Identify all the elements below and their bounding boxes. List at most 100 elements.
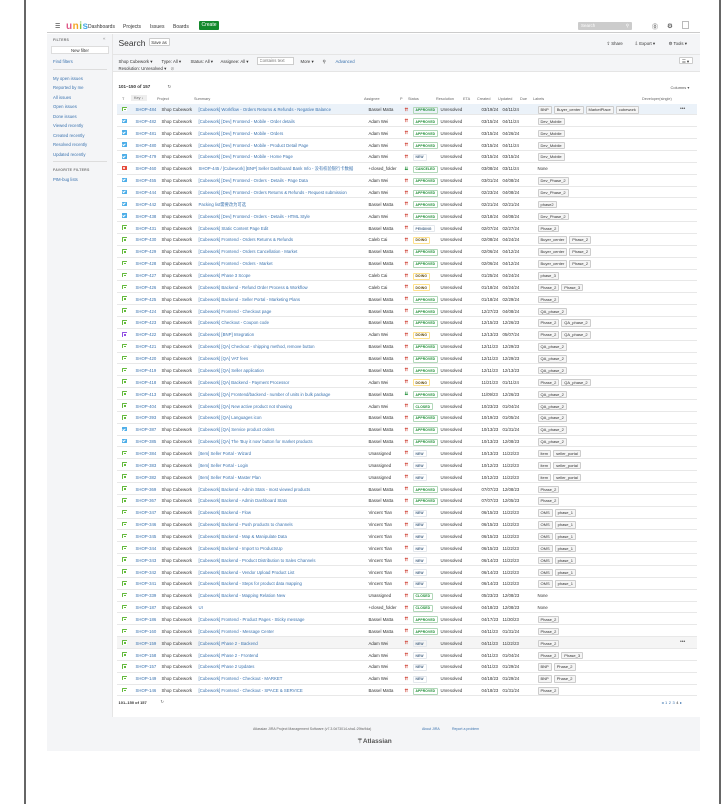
row-actions-icon[interactable]: ••• [680,105,686,112]
table-row[interactable]: SHOP-428 Shop Cubework [Cubework] Frontend… [117,258,697,270]
prev-page-icon[interactable]: ◂ [661,699,664,705]
label-tag[interactable]: QA_phase_2 [537,438,567,446]
project-filter[interactable]: Shop Cubework ▾ [118,59,153,64]
issue-key[interactable]: SHOP-422 [135,332,157,338]
nav-dashboards[interactable]: Dashboards [88,24,115,30]
col-summary[interactable]: Summary [194,96,211,101]
table-row[interactable]: SHOP-481 Shop Cubework [Cubework] [Dev] Fr… [117,127,697,140]
summary[interactable]: [Cubework] [Dev] Frontend - Mobile - Ord… [198,118,295,124]
report-problem-link[interactable]: Report a problem [452,727,480,731]
label-tag[interactable]: Phase_2 [569,248,592,256]
issue-key[interactable]: SHOP-345 [135,533,157,539]
summary[interactable]: [Cubework] Backend - Steps for product d… [198,581,302,587]
label-tag[interactable]: BNP [537,675,552,683]
issue-key[interactable]: SHOP-384 [135,450,157,456]
issue-key[interactable]: SHOP-438 [135,213,157,219]
summary[interactable]: [Cubework] [QA] Backend - Payment Proces… [198,379,290,385]
table-row[interactable]: SHOP-420 Shop Cubework [Cubework] [QA] VAT… [117,353,697,365]
page-link[interactable]: 3 [672,699,675,705]
summary[interactable]: [Item] Seller Portal - Login [198,462,249,468]
issue-key[interactable]: SHOP-413 [135,391,157,397]
issue-key[interactable]: SHOP-484 [135,107,157,112]
summary[interactable]: [Cubework] Workflow - Orders Returns & R… [198,107,331,112]
new-filter-button[interactable]: New filter [51,45,109,54]
summary[interactable]: [Cubework] Frontend - Checkout - SPACE &… [198,688,303,694]
table-row[interactable]: SHOP-460 Shop Cubework SHOP-445 / [Cubewor… [117,163,697,175]
col-developer[interactable]: Developer(single) [642,96,672,101]
summary[interactable]: [Cubework] Frontend - Orders - Market [198,261,273,267]
issue-key[interactable]: SHOP-481 [135,130,157,136]
label-tag[interactable]: Phase_2 [537,497,560,505]
label-tag[interactable]: item [537,461,552,470]
label-tag[interactable]: Phase_2 [537,485,560,494]
label-tag[interactable]: Phase_2 [537,615,560,624]
table-row[interactable]: SHOP-455 Shop Cubework [Cubework] [Dev] Fr… [117,175,697,187]
summary[interactable]: [Item] Seller Portal - Master Plan [198,474,261,480]
table-row[interactable]: SHOP-479 Shop Cubework [Cubework] [Dev] Fr… [117,151,697,163]
label-tag[interactable]: item [537,473,552,482]
summary[interactable]: [Cubework] Backend - Flow [198,510,252,516]
issue-key[interactable]: SHOP-429 [135,249,157,255]
label-tag[interactable]: OMS [537,509,553,517]
summary[interactable]: [Cubework] Checkout - Coupon code [198,320,269,326]
issue-key[interactable]: SHOP-425 [135,296,157,302]
table-row[interactable]: SHOP-339 Shop Cubework [Cubework] Backend … [117,590,697,602]
table-row[interactable]: SHOP-442 Shop Cubework Packing list需要改为可选 B… [117,198,697,211]
label-tag[interactable]: Phase_2 [537,224,560,233]
summary[interactable]: [Cubework] [BNP] Integration [198,332,255,338]
label-tag[interactable]: Dev_Phase_2 [537,177,569,185]
issue-key[interactable]: SHOP-455 [135,178,157,184]
issue-key[interactable]: SHOP-442 [135,201,157,207]
columns-button[interactable]: Columns ▾ [670,84,690,90]
issue-key[interactable]: SHOP-482 [135,118,157,124]
table-row[interactable]: SHOP-367 Shop Cubework [Cubework] Backend … [117,495,697,507]
summary[interactable]: [Cubework] Backend - Admin Stats - most … [198,486,311,492]
label-tag[interactable]: Dev_Phase_2 [537,189,569,197]
menu-icon[interactable]: ☰ [55,23,61,30]
col-status[interactable]: Status [408,96,419,101]
label-tag[interactable]: phase_1 [554,532,576,541]
sidebar-item-done-issues[interactable]: Done issues [53,113,77,119]
nav-projects[interactable]: Projects [123,24,142,30]
search-icon[interactable]: ⚲ [322,59,326,64]
issue-key[interactable]: SHOP-427 [135,273,157,279]
global-search-input[interactable]: Search ⚲ [578,22,632,30]
issue-key[interactable]: SHOP-341 [135,581,157,587]
summary[interactable]: [Cubework] [Dev] Frontend - Mobile - Ord… [198,130,284,136]
issue-key[interactable]: SHOP-428 [135,261,157,267]
label-tag[interactable]: Phase_2 [537,295,560,304]
issue-key[interactable]: SHOP-426 [135,284,157,290]
issue-key[interactable]: SHOP-347 [135,510,157,516]
sidebar-item-updated-recently[interactable]: Updated recently [53,151,86,157]
col-project[interactable]: Project [157,96,169,101]
summary[interactable]: [Cubework] Backend - Seller Portal - Mar… [198,296,301,302]
issue-key[interactable]: SHOP-383 [135,462,157,468]
label-tag[interactable]: phase2 [537,200,557,209]
label-tag[interactable]: Dev_Mobile [537,153,565,161]
col-priority[interactable]: P [400,96,403,101]
summary[interactable]: [Cubework] Phase 2 Updates [198,664,255,670]
col-due[interactable]: Due [520,96,527,101]
summary[interactable]: [Cubework] [QA] Languages icon [198,415,262,421]
gear-icon[interactable]: ⚙ [667,22,673,30]
label-tag[interactable]: OMS [537,568,553,577]
label-tag[interactable]: QA_phase_2 [561,331,591,339]
table-row[interactable]: SHOP-426 Shop Cubework [Cubework] Backend … [117,281,697,294]
export-button[interactable]: ⇩ Export ▾ [635,41,656,47]
summary[interactable]: [Cubework] Backend - Product Distributio… [198,557,316,563]
summary[interactable]: [Cubework] Frontend - Orders Returns & R… [198,237,294,243]
label-tag[interactable]: QA_phase_2 [537,307,567,316]
col-type[interactable]: T [122,96,125,101]
summary[interactable]: [Item] Seller Portal - Wizard [198,450,252,456]
summary[interactable]: [Cubework] Frontend - Message Center [198,628,274,634]
summary[interactable]: [Cubework] [QA] Service product orders [198,427,275,433]
table-row[interactable]: SHOP-346 Shop Cubework [Cubework] Backend … [117,519,697,531]
avatar[interactable] [682,21,689,29]
col-eta[interactable]: ETA [463,96,471,101]
issue-key[interactable]: SHOP-339 [135,593,157,599]
table-row[interactable]: SHOP-341 Shop Cubework [Cubework] Backend … [117,578,697,590]
label-tag[interactable]: QA_phase_2 [537,366,567,375]
issue-key[interactable]: SHOP-343 [135,557,157,563]
label-tag[interactable]: phase_1 [554,544,576,553]
table-row[interactable]: SHOP-429 Shop Cubework [Cubework] Frontend… [117,246,697,258]
